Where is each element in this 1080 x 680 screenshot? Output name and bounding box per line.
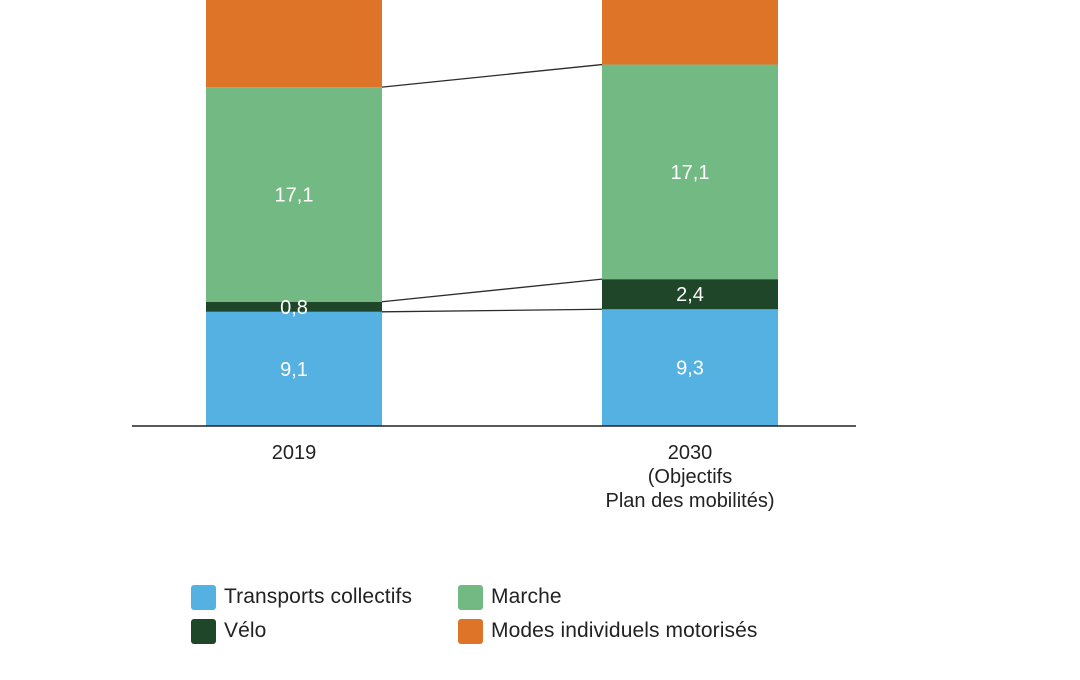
- legend-swatch-transports-collectifs: [191, 584, 216, 610]
- connector-line-2: [381, 63, 603, 88]
- bar-marche-0: [206, 87, 382, 302]
- legend-swatch-marche: [458, 584, 483, 610]
- bar-modes-individuels-motoris-s-1: [602, 0, 778, 65]
- x-tick-label-1-2: Plan des mobilités): [606, 490, 775, 512]
- connector-line-1: [381, 278, 603, 303]
- legend-label-velo: Vélo: [224, 619, 267, 642]
- legend-label-modes-individuels-motorises: Modes individuels motorisés: [491, 619, 758, 642]
- bar-marche-1: [602, 64, 778, 280]
- x-tick-label-0-0: 2019: [272, 442, 317, 464]
- chart-legend: Transports collectifs Marche Vélo Modes …: [191, 583, 831, 653]
- legend-item-marche: Marche: [458, 583, 562, 611]
- x-tick-label-1-0: 2030: [668, 442, 713, 464]
- bar-v-lo-1: [602, 279, 778, 310]
- connector-line-0: [381, 308, 603, 313]
- legend-label-marche: Marche: [491, 585, 562, 608]
- x-tick-label-1-1: (Objectifs: [648, 466, 732, 488]
- data-label-v-lo-1: 2,4: [676, 284, 704, 306]
- legend-item-transports-collectifs: Transports collectifs: [191, 583, 412, 611]
- legend-item-modes-individuels-motorises: Modes individuels motorisés: [458, 617, 757, 645]
- data-label-transports-collectifs-1: 9,3: [676, 358, 704, 380]
- data-label-v-lo-0: 0,8: [280, 297, 308, 319]
- legend-item-velo: Vélo: [191, 617, 266, 645]
- legend-swatch-modes-individuels-motorises: [458, 618, 483, 644]
- bar-transports-collectifs-0: [206, 311, 382, 426]
- bar-v-lo-0: [206, 301, 382, 312]
- data-label-marche-1: 17,1: [671, 162, 710, 184]
- bar-transports-collectifs-1: [602, 309, 778, 426]
- legend-swatch-velo: [191, 618, 216, 644]
- data-label-marche-0: 17,1: [275, 184, 314, 206]
- legend-label-transports-collectifs: Transports collectifs: [224, 585, 413, 608]
- bar-modes-individuels-motoris-s-0: [206, 0, 382, 88]
- data-label-transports-collectifs-0: 9,1: [280, 359, 308, 381]
